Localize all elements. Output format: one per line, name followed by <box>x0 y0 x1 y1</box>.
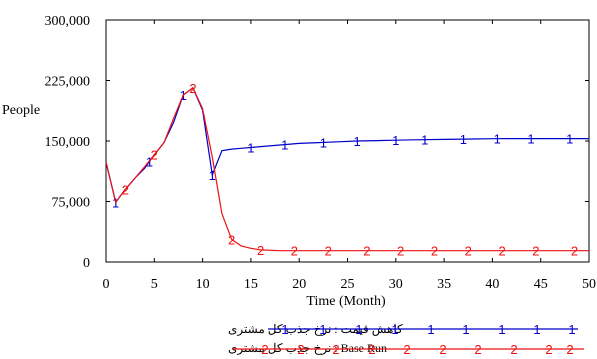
series-1-marker: 1 <box>281 138 288 153</box>
series-1-marker: 1 <box>392 133 399 148</box>
legend-marker: 1 <box>355 322 362 337</box>
y-tick-label: 0 <box>83 256 90 271</box>
series-2-marker: 2 <box>189 81 196 96</box>
series-2: 2 2 2 2 2 2 2 2 2 2 2 2 2 2 <box>105 81 589 259</box>
legend-marker: 2 <box>368 342 375 357</box>
series-1-line <box>105 86 589 204</box>
legend-marker: 2 <box>332 342 339 357</box>
legend-marker: 1 <box>319 322 326 337</box>
legend-marker: 1 <box>391 322 398 337</box>
legend-marker: 1 <box>533 322 540 337</box>
legend-marker: 2 <box>403 342 410 357</box>
legend-marker: 2 <box>439 342 446 357</box>
series-1-marker: 1 <box>460 132 467 147</box>
series-2-marker: 2 <box>291 244 298 259</box>
legend-label-series-2: Base Run : نرخ جذب کل مشتری <box>228 341 387 355</box>
series-2-marker: 2 <box>571 244 578 259</box>
y-tick-label: 150,000 <box>45 135 91 150</box>
x-axis: 0 5 10 15 20 25 30 35 40 45 50 <box>103 20 596 292</box>
series-2-marker: 2 <box>257 243 264 258</box>
series-2-marker: 2 <box>498 244 505 259</box>
legend-marker: 2 <box>566 342 573 357</box>
legend-marker: 2 <box>297 342 304 357</box>
legend-marker: 1 <box>427 322 434 337</box>
series-1-marker: 1 <box>320 135 327 150</box>
series-2-marker: 2 <box>465 244 472 259</box>
legend-marker: 2 <box>474 342 481 357</box>
legend-marker: 1 <box>462 322 469 337</box>
series-1-marker: 1 <box>146 155 153 170</box>
legend-marker: 2 <box>545 342 552 357</box>
x-tick-label: 10 <box>196 277 210 292</box>
y-tick-label: 225,000 <box>45 75 91 90</box>
series-1-marker: 1 <box>247 140 254 155</box>
series-2-line <box>105 86 589 252</box>
legend-marker: 1 <box>498 322 505 337</box>
x-tick-label: 35 <box>437 277 451 292</box>
series-2-marker: 2 <box>151 148 158 163</box>
series-1-marker: 1 <box>421 133 428 148</box>
x-tick-label: 25 <box>341 277 355 292</box>
legend-marker: 1 <box>281 322 288 337</box>
series-2-marker: 2 <box>431 244 438 259</box>
series-2-marker: 2 <box>397 244 404 259</box>
series-2-marker: 2 <box>363 244 370 259</box>
y-tick-label: 300,000 <box>45 14 91 29</box>
series-1-marker: 1 <box>494 132 501 147</box>
series-2-marker: 2 <box>532 244 539 259</box>
x-tick-label: 0 <box>103 277 110 292</box>
series-1-marker: 1 <box>527 132 534 147</box>
series-2-marker: 2 <box>122 182 129 197</box>
x-tick-label: 20 <box>292 277 306 292</box>
legend-swatch-series-1: 1 1 1 1 1 1 1 1 1 <box>268 322 578 337</box>
series-1-marker: 1 <box>209 168 216 183</box>
series-1-marker: 1 <box>354 134 361 149</box>
x-tick-label: 50 <box>582 277 596 292</box>
legend-marker: 1 <box>568 322 575 337</box>
legend-marker: 2 <box>261 342 268 357</box>
y-axis: 0 75,000 150,000 225,000 300,000 <box>45 14 589 271</box>
x-axis-title: Time (Month) <box>306 294 386 309</box>
x-tick-label: 45 <box>534 277 548 292</box>
y-tick-label: 75,000 <box>52 196 91 211</box>
series-2-marker: 2 <box>228 232 235 247</box>
series-2-marker: 2 <box>325 244 332 259</box>
x-tick-label: 30 <box>389 277 403 292</box>
x-tick-label: 40 <box>485 277 499 292</box>
y-axis-title: People <box>2 103 40 118</box>
series-1-marker: 1 <box>566 132 573 147</box>
legend-marker: 2 <box>510 342 517 357</box>
x-tick-label: 15 <box>244 277 258 292</box>
x-tick-label: 5 <box>151 277 158 292</box>
